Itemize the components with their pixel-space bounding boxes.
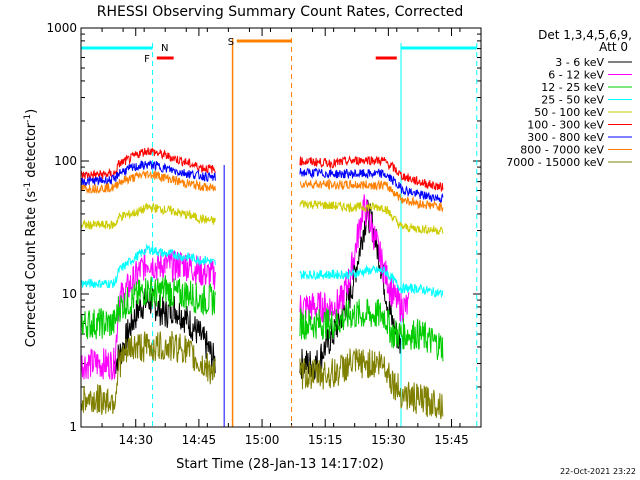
y-axis-label: Corrected Count Rate (s-1 detector-1)	[23, 109, 39, 347]
chart-title: RHESSI Observing Summary Count Rates, Co…	[97, 4, 463, 20]
series-300-800keV	[80, 160, 444, 204]
y-axis-label-sup1: -1	[23, 182, 33, 191]
series-line-segment	[299, 298, 444, 362]
series-line-segment	[299, 199, 401, 381]
series-layer	[80, 146, 444, 420]
x-tick-label: 15:30	[371, 433, 406, 447]
y-tick-label: 10	[62, 287, 77, 301]
legend-label: 50 - 100 keV	[534, 106, 604, 119]
series-line-segment	[80, 170, 216, 195]
series-7000-15000keV	[80, 330, 444, 420]
flag-label-n: N	[161, 43, 168, 54]
x-tick-label: 14:45	[182, 433, 217, 447]
legend-header-2: Att 0	[599, 40, 628, 54]
series-line-segment	[80, 160, 216, 187]
series-line-segment	[299, 167, 444, 204]
x-tick-label: 15:15	[308, 433, 343, 447]
legend-label: 800 - 7000 keV	[520, 144, 604, 157]
legend-label: 12 - 25 keV	[541, 81, 604, 94]
legend-label: 100 - 300 keV	[527, 119, 604, 132]
series-line-segment	[299, 194, 410, 323]
series-50-100keV	[80, 199, 444, 235]
legend-label: 3 - 6 keV	[555, 56, 604, 69]
legend-label: 25 - 50 keV	[541, 94, 604, 107]
series-line-segment	[299, 264, 444, 299]
y-tick-label: 100	[54, 154, 77, 168]
series-line-segment	[80, 330, 216, 415]
plot-frame	[80, 27, 482, 428]
y-tick-label: 1	[69, 420, 77, 434]
series-800-7000keV	[80, 170, 444, 212]
legend-label: 300 - 800 keV	[527, 131, 604, 144]
instrument-flags: S NF	[81, 37, 478, 427]
legend-label: 7000 - 15000 keV	[506, 156, 604, 169]
y-axis: 1 10 100 1000	[46, 21, 481, 434]
x-axis-label: Start Time (28-Jan-13 14:17:02)	[176, 457, 384, 472]
series-line-segment	[114, 288, 216, 374]
y-axis-label-part3: )	[24, 109, 39, 114]
legend-label: 6 - 12 keV	[548, 69, 604, 82]
series-line-segment	[80, 202, 216, 230]
series-line-segment	[299, 348, 444, 420]
legend-header-1: Det 1,3,4,5,6,9,	[538, 28, 632, 42]
series-100-300keV	[80, 146, 444, 192]
series-line-segment	[80, 243, 216, 289]
x-tick-label: 15:00	[245, 433, 280, 447]
flag-label-s: S	[228, 37, 234, 48]
flag-label-f: F	[144, 54, 150, 65]
series-12-25keV	[80, 275, 444, 362]
series-line-segment	[80, 146, 216, 180]
series-line-segment	[299, 199, 444, 235]
y-axis-label-sup2: -1	[23, 114, 33, 123]
series-25-50keV	[80, 243, 444, 299]
x-axis: 14:30 14:45 15:00 15:15 15:30 15:45	[80, 28, 482, 447]
x-tick-label: 15:45	[434, 433, 469, 447]
series-line-segment	[299, 178, 444, 212]
series-line-segment	[80, 275, 216, 340]
y-axis-label-part1: Corrected Count Rate (s	[24, 191, 39, 348]
series-line-segment	[299, 155, 444, 192]
x-tick-label: 14:30	[118, 433, 153, 447]
footer-date: 22-Oct-2021 23:22	[560, 467, 636, 476]
series-6-12keV	[80, 194, 410, 381]
y-tick-label: 1000	[46, 21, 77, 35]
series-line-segment	[80, 248, 216, 381]
y-axis-label-part2: detector	[24, 122, 39, 182]
